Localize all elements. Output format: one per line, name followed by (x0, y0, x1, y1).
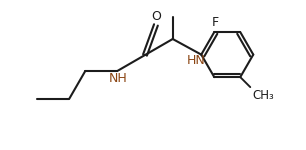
Text: NH: NH (109, 72, 128, 85)
Text: CH₃: CH₃ (252, 89, 274, 102)
Text: F: F (212, 16, 219, 29)
Text: HN: HN (187, 54, 206, 67)
Text: O: O (151, 10, 161, 23)
